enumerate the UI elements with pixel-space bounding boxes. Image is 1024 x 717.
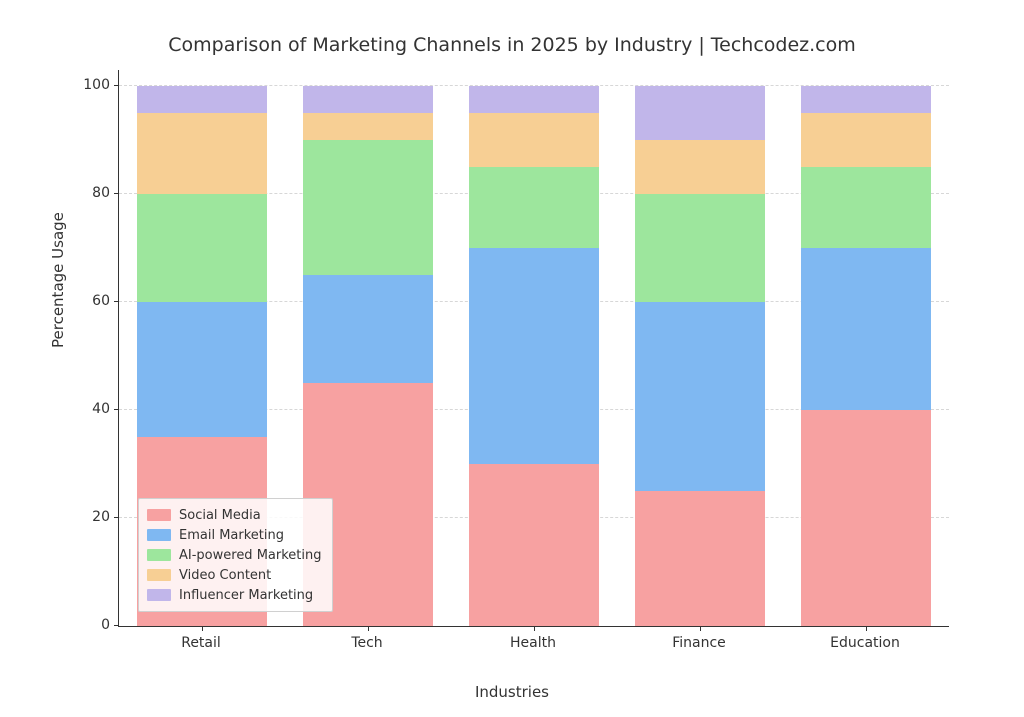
x-tick-label: Retail bbox=[181, 635, 221, 651]
y-tick-mark bbox=[114, 301, 119, 302]
bar-segment bbox=[635, 140, 764, 194]
bar-segment bbox=[137, 302, 266, 437]
bar-segment bbox=[801, 248, 930, 410]
legend-label: Social Media bbox=[179, 508, 261, 523]
legend-item: AI-powered Marketing bbox=[147, 545, 322, 565]
x-tick-label: Education bbox=[830, 635, 900, 651]
bar-segment bbox=[137, 113, 266, 194]
legend-label: AI-powered Marketing bbox=[179, 548, 322, 563]
x-tick-label: Tech bbox=[351, 635, 382, 651]
y-tick-label: 0 bbox=[50, 617, 110, 633]
bar-segment bbox=[469, 248, 598, 464]
legend-swatch bbox=[147, 529, 171, 541]
bar-segment bbox=[469, 167, 598, 248]
legend-item: Social Media bbox=[147, 505, 322, 525]
bar-health bbox=[469, 70, 598, 626]
legend-item: Email Marketing bbox=[147, 525, 322, 545]
y-tick-mark bbox=[114, 517, 119, 518]
y-tick-mark bbox=[114, 625, 119, 626]
y-tick-mark bbox=[114, 193, 119, 194]
bar-segment bbox=[801, 167, 930, 248]
x-tick-mark bbox=[700, 626, 701, 631]
x-tick-label: Health bbox=[510, 635, 556, 651]
legend-swatch bbox=[147, 569, 171, 581]
x-tick-label: Finance bbox=[672, 635, 726, 651]
legend-label: Email Marketing bbox=[179, 528, 284, 543]
legend-label: Influencer Marketing bbox=[179, 588, 313, 603]
chart-title: Comparison of Marketing Channels in 2025… bbox=[0, 34, 1024, 56]
y-tick-label: 40 bbox=[50, 401, 110, 417]
bar-segment bbox=[801, 86, 930, 113]
y-tick-mark bbox=[114, 409, 119, 410]
legend-swatch bbox=[147, 589, 171, 601]
bar-segment bbox=[635, 86, 764, 140]
legend-swatch bbox=[147, 549, 171, 561]
bar-segment bbox=[635, 194, 764, 302]
bar-segment bbox=[303, 113, 432, 140]
bar-segment bbox=[635, 302, 764, 491]
bar-segment bbox=[137, 86, 266, 113]
x-tick-mark bbox=[202, 626, 203, 631]
legend-item: Video Content bbox=[147, 565, 322, 585]
bar-segment bbox=[635, 491, 764, 626]
x-tick-mark bbox=[534, 626, 535, 631]
bar-segment bbox=[303, 86, 432, 113]
legend-item: Influencer Marketing bbox=[147, 585, 322, 605]
bar-finance bbox=[635, 70, 764, 626]
bar-segment bbox=[801, 410, 930, 626]
bar-segment bbox=[469, 113, 598, 167]
bar-education bbox=[801, 70, 930, 626]
bar-segment bbox=[137, 194, 266, 302]
legend-swatch bbox=[147, 509, 171, 521]
y-tick-label: 100 bbox=[50, 77, 110, 93]
y-tick-mark bbox=[114, 85, 119, 86]
y-tick-label: 60 bbox=[50, 293, 110, 309]
y-tick-label: 80 bbox=[50, 185, 110, 201]
legend-label: Video Content bbox=[179, 568, 271, 583]
bar-segment bbox=[801, 113, 930, 167]
bar-segment bbox=[469, 86, 598, 113]
bar-segment bbox=[303, 275, 432, 383]
bar-segment bbox=[469, 464, 598, 626]
x-axis-label: Industries bbox=[0, 683, 1024, 701]
x-tick-mark bbox=[866, 626, 867, 631]
chart-container: Comparison of Marketing Channels in 2025… bbox=[0, 0, 1024, 717]
x-tick-mark bbox=[368, 626, 369, 631]
bar-segment bbox=[303, 140, 432, 275]
legend: Social Media Email Marketing AI-powered Ma… bbox=[138, 498, 333, 612]
y-axis-label: Percentage Usage bbox=[49, 212, 67, 348]
y-tick-label: 20 bbox=[50, 509, 110, 525]
